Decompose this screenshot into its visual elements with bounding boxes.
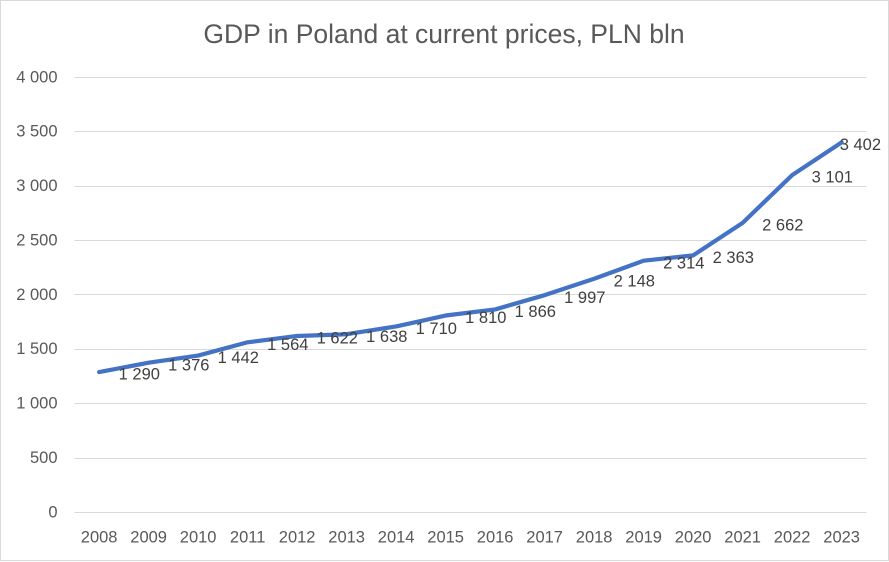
data-label: 1 376: [168, 356, 209, 374]
data-label: 2 148: [614, 272, 655, 290]
x-axis-tick-label: 2019: [625, 529, 662, 547]
data-labels: 1 290 1 376 1 442 1 564 1 622 1 638 1 710 1 810…: [119, 136, 881, 384]
x-axis-tick-label: 2022: [774, 529, 811, 547]
y-axis-tick-label: 4 000: [16, 68, 57, 86]
y-axis-tick-label: 1 500: [16, 340, 57, 358]
y-axis-tick-label: 1 000: [16, 395, 57, 413]
x-axis-tick-label: 2021: [724, 529, 761, 547]
gridlines: [74, 77, 867, 513]
x-axis-labels: 2008 2009 2010 2011 2012 2013 2014 2015 2016 2017…: [81, 529, 860, 547]
data-label: 1 622: [317, 330, 358, 348]
data-label: 1 564: [267, 336, 308, 354]
data-label: 2 363: [713, 249, 754, 267]
data-label: 2 662: [762, 216, 803, 234]
data-label: 1 442: [218, 349, 259, 367]
x-axis-tick-label: 2009: [130, 529, 167, 547]
y-axis-tick-label: 500: [30, 449, 58, 467]
x-axis-tick-label: 2023: [823, 529, 860, 547]
data-label: 1 866: [515, 303, 556, 321]
data-label: 2 314: [663, 254, 704, 272]
data-label: 1 810: [465, 309, 506, 327]
x-axis-tick-label: 2016: [477, 529, 514, 547]
y-axis-tick-label: 3 500: [16, 123, 57, 141]
y-axis-tick-label: 3 000: [16, 177, 57, 195]
chart-title: GDP in Poland at current prices, PLN bln: [203, 19, 684, 49]
x-axis-tick-label: 2018: [576, 529, 613, 547]
y-axis-tick-label: 2 000: [16, 286, 57, 304]
x-axis-tick-label: 2014: [378, 529, 415, 547]
y-axis-tick-label: 0: [48, 503, 57, 521]
x-axis-tick-label: 2020: [675, 529, 712, 547]
x-axis-tick-label: 2010: [180, 529, 217, 547]
y-axis-labels: 0 500 1 000 1 500 2 000 2 500 3 000 3 500 4 000: [16, 68, 57, 521]
data-label: 1 710: [416, 320, 457, 338]
x-axis-tick-label: 2012: [279, 529, 316, 547]
x-axis-tick-label: 2013: [328, 529, 365, 547]
x-axis-tick-label: 2015: [427, 529, 464, 547]
data-label: 1 997: [564, 289, 605, 307]
x-axis-tick-label: 2011: [230, 529, 265, 547]
series-group: [97, 140, 844, 375]
data-label: 1 638: [366, 328, 407, 346]
data-label: 1 290: [119, 366, 160, 384]
data-label: 3 402: [840, 136, 881, 154]
x-axis-tick-label: 2008: [81, 529, 118, 547]
x-axis-tick-label: 2017: [526, 529, 563, 547]
y-axis-tick-label: 2 500: [16, 231, 57, 249]
series-line: [97, 140, 844, 375]
data-label: 3 101: [812, 169, 853, 187]
